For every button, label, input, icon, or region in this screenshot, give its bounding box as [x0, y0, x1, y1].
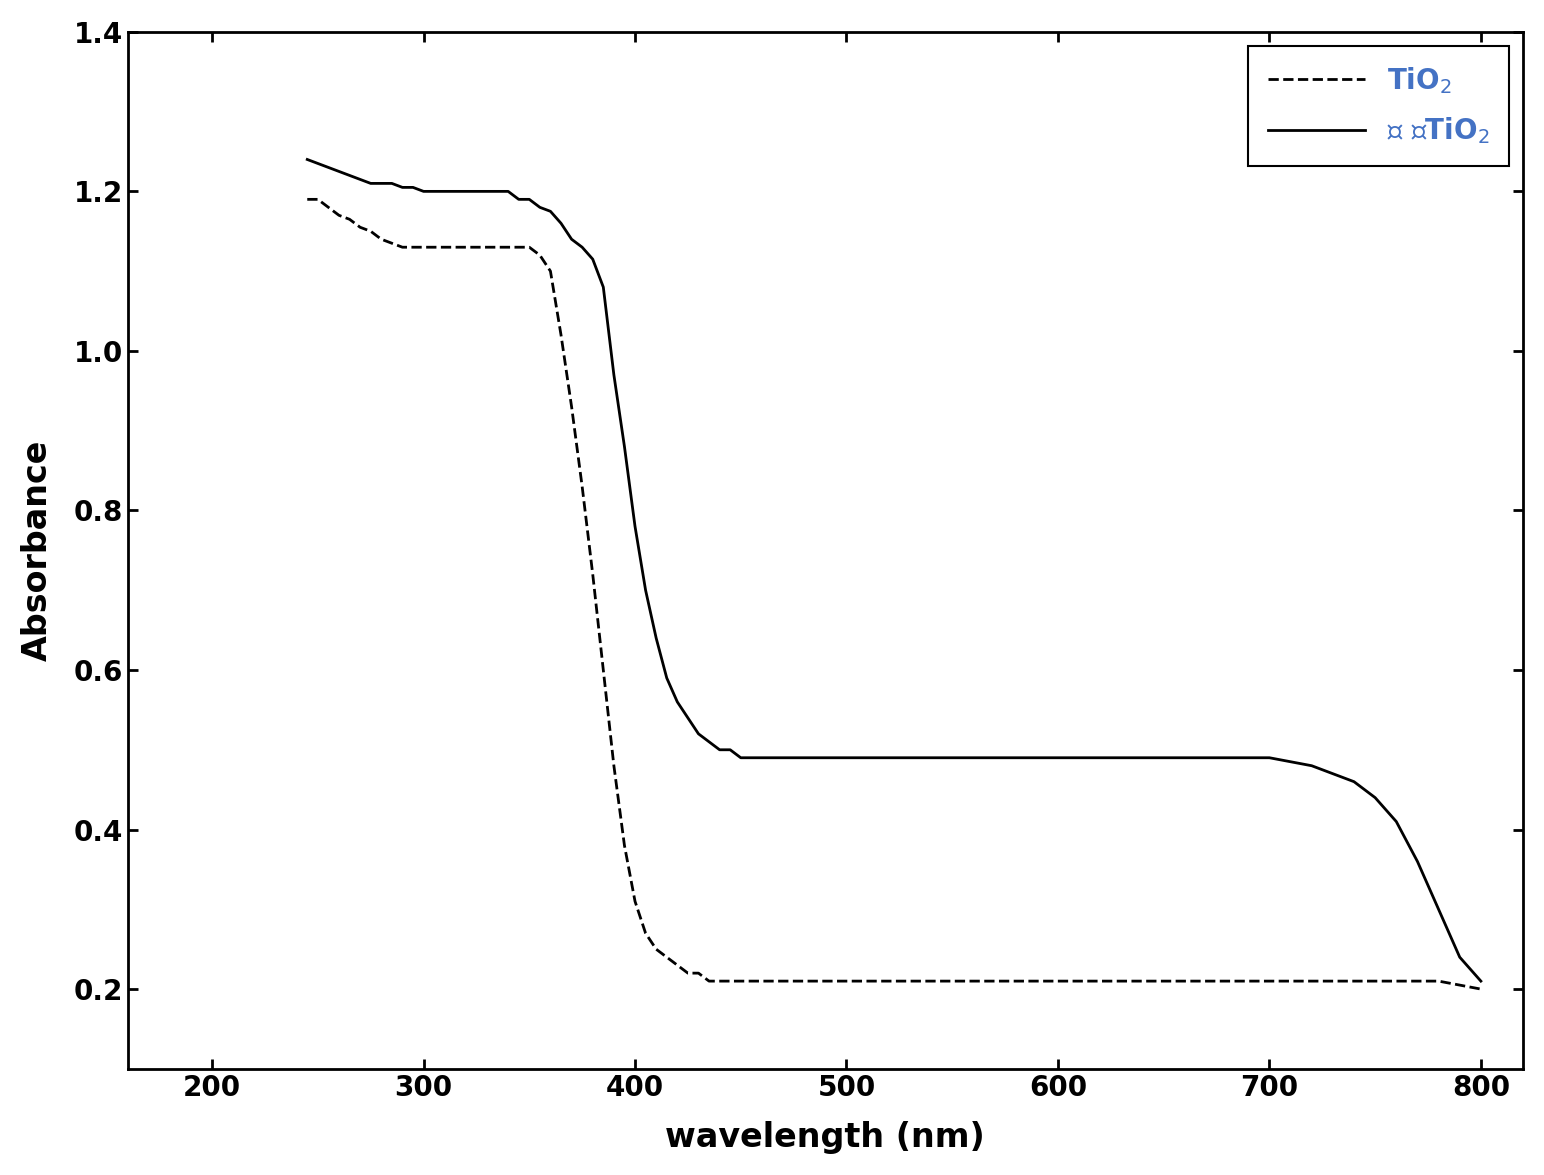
TiO$_2$	[1471, 982, 1490, 996]
敏 化TiO$_2$	[817, 751, 835, 765]
TiO$_2$	[689, 966, 707, 980]
TiO$_2$	[1430, 974, 1448, 988]
TiO$_2$	[350, 220, 369, 234]
Line: 敏 化TiO$_2$: 敏 化TiO$_2$	[307, 160, 1481, 981]
敏 化TiO$_2$	[880, 751, 899, 765]
X-axis label: wavelength (nm): wavelength (nm)	[665, 1121, 985, 1154]
Line: TiO$_2$: TiO$_2$	[307, 200, 1481, 989]
Legend: TiO$_2$, 敏 化TiO$_2$: TiO$_2$, 敏 化TiO$_2$	[1248, 46, 1510, 166]
敏 化TiO$_2$	[477, 184, 496, 199]
TiO$_2$	[298, 193, 317, 207]
TiO$_2$	[425, 240, 443, 254]
敏 化TiO$_2$	[551, 216, 570, 230]
TiO$_2$	[1133, 974, 1152, 988]
Y-axis label: Absorbance: Absorbance	[20, 439, 54, 662]
敏 化TiO$_2$	[1471, 974, 1490, 988]
敏 化TiO$_2$	[403, 180, 422, 194]
敏 化TiO$_2$	[721, 743, 740, 757]
敏 化TiO$_2$	[298, 153, 317, 167]
TiO$_2$	[468, 240, 486, 254]
